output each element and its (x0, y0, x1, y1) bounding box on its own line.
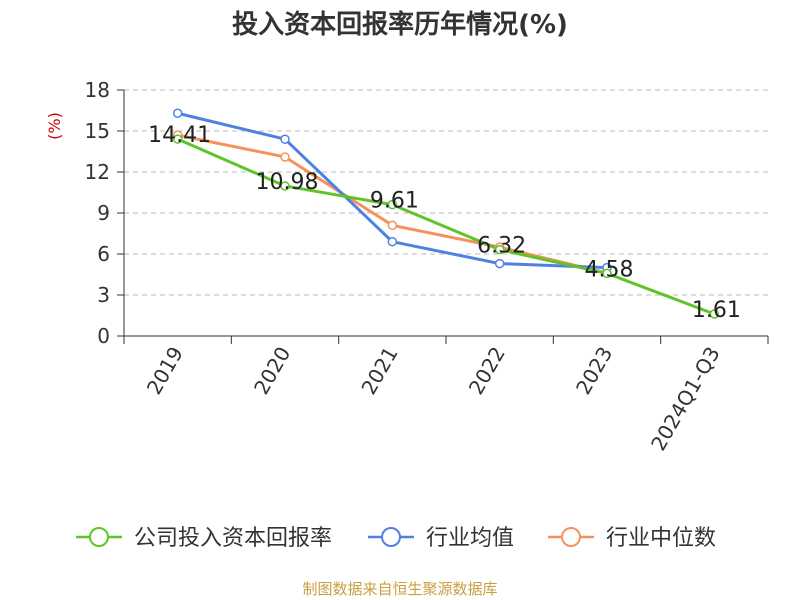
x-tick-label: 2019 (142, 343, 188, 399)
x-tick-label: 2023 (571, 343, 617, 399)
data-label: 14.41 (148, 123, 211, 148)
y-tick-label: 3 (97, 283, 110, 307)
data-point (172, 108, 183, 118)
x-tick-label: 2021 (356, 343, 402, 399)
x-tick-label: 2024Q1-Q3 (646, 343, 725, 455)
series-lines (177, 111, 715, 316)
data-point (494, 244, 505, 255)
legend-marker (89, 527, 109, 547)
data-point (494, 258, 505, 269)
y-tick-label: 9 (97, 201, 110, 225)
data-label: 9.61 (370, 189, 419, 214)
series-points (172, 108, 720, 319)
y-axis-label: (%) (45, 112, 64, 140)
data-point (280, 134, 290, 144)
legend-label: 公司投入资本回报率 (134, 526, 332, 551)
data-point (709, 309, 720, 319)
chart-title: 投入资本回报率历年情况(%) (232, 10, 568, 40)
x-tick-labels: 2019 2020 2021 2022 2023 2024Q1-Q3 (142, 342, 725, 454)
legend-marker (561, 527, 581, 547)
y-tick-labels: 0 3 6 9 12 15 18 (85, 78, 110, 348)
x-tick-label: 2020 (249, 343, 295, 399)
source-note: 制图数据来自恒生聚源数据库 (302, 580, 498, 598)
y-tick-label: 6 (97, 242, 110, 266)
x-tick-label: 2022 (464, 342, 510, 398)
y-tick-label: 12 (85, 160, 110, 184)
data-point (280, 181, 290, 191)
legend-label: 行业中位数 (606, 526, 716, 551)
data-point (280, 152, 290, 162)
data-label: 1.61 (692, 298, 741, 323)
data-labels: 14.41 10.98 9.61 6.32 4.58 1.61 (148, 123, 741, 323)
data-point (387, 199, 398, 210)
series-line-0 (177, 137, 715, 316)
data-point (172, 134, 183, 144)
y-tick-label: 18 (85, 78, 110, 102)
data-label: 10.98 (256, 170, 319, 195)
data-point (387, 236, 398, 247)
data-point (387, 220, 398, 231)
data-point (602, 268, 612, 279)
legend-label: 行业均值 (426, 526, 514, 551)
legend-item[interactable]: 公司投入资本回报率 (76, 526, 332, 551)
data-label: 4.58 (585, 257, 634, 282)
legend-marker (381, 527, 401, 547)
data-label: 6.32 (477, 234, 526, 259)
grid-lines (124, 89, 768, 296)
legend-item[interactable]: 行业中位数 (548, 526, 716, 551)
legend-item[interactable]: 行业均值 (368, 526, 514, 551)
y-tick-label: 15 (85, 119, 110, 143)
legend: 公司投入资本回报率 行业均值 行业中位数 (76, 526, 716, 551)
y-tick-label: 0 (97, 324, 110, 348)
axes (117, 89, 769, 344)
